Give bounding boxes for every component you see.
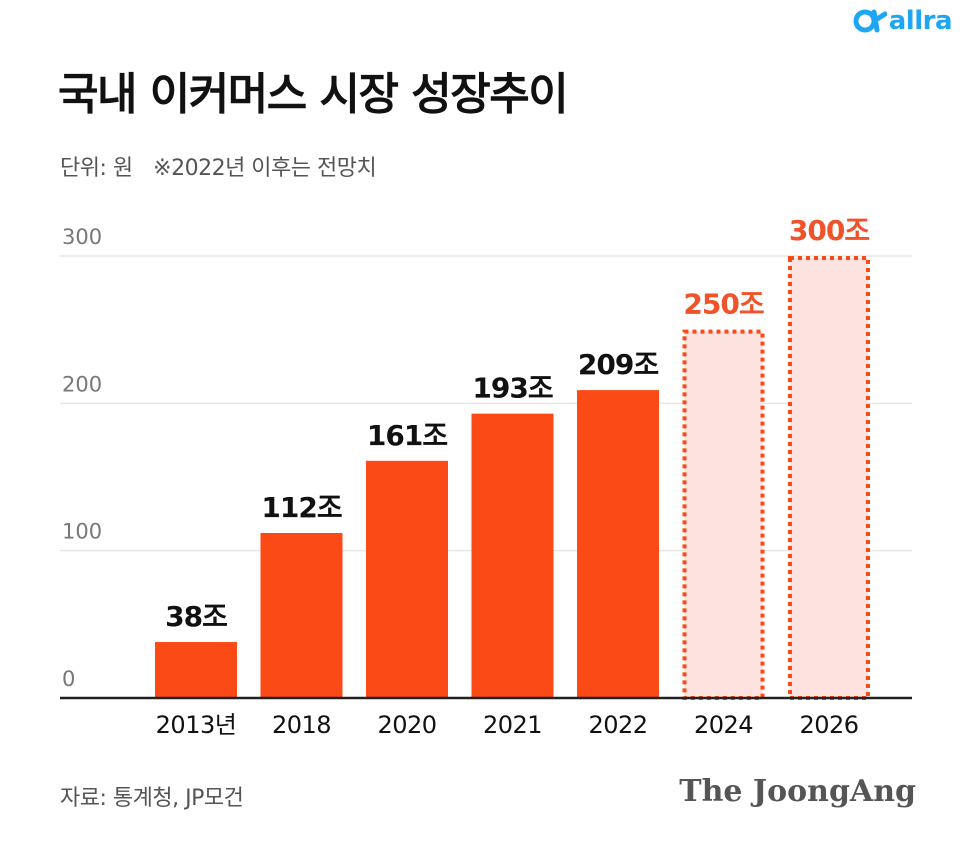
data-label: 193조 bbox=[472, 372, 552, 405]
x-tick-label: 2020 bbox=[377, 711, 436, 739]
bar bbox=[471, 413, 554, 698]
data-label: 161조 bbox=[367, 419, 447, 452]
bar bbox=[577, 390, 659, 698]
x-tick-label: 2021 bbox=[483, 711, 542, 739]
data-label: 300조 bbox=[789, 214, 869, 247]
data-label: 38조 bbox=[165, 600, 227, 633]
x-tick-label: 2024 bbox=[694, 711, 753, 739]
source-text: 자료: 통계청, JP모건 bbox=[60, 786, 244, 811]
bar-projected bbox=[682, 329, 765, 700]
x-tick-label: 2018 bbox=[272, 711, 331, 739]
x-tick-label: 2022 bbox=[588, 711, 647, 739]
bar bbox=[260, 532, 343, 698]
publisher-brand: The JoongAng bbox=[679, 774, 916, 809]
bar bbox=[366, 460, 448, 698]
allra-logo-text: allra bbox=[888, 6, 953, 36]
y-tick-label: 100 bbox=[62, 520, 102, 544]
x-tick-label: 2026 bbox=[799, 711, 858, 739]
allra-logo-icon bbox=[853, 9, 887, 33]
forecast-note: ※2022년 이후는 전망치 bbox=[153, 156, 377, 181]
unit-label: 단위: 원 bbox=[60, 156, 133, 181]
chart-title: 국내 이커머스 시장 성장추이 bbox=[58, 69, 569, 120]
bar-projected bbox=[788, 256, 870, 700]
x-tick-label: 2013년 bbox=[156, 711, 237, 739]
allra-logo: allra bbox=[853, 6, 953, 36]
data-label: 112조 bbox=[261, 491, 341, 524]
y-tick-label: 300 bbox=[62, 225, 102, 249]
y-tick-label: 0 bbox=[62, 667, 75, 691]
data-label: 250조 bbox=[683, 288, 763, 321]
bar bbox=[155, 642, 237, 698]
y-tick-label: 200 bbox=[62, 372, 102, 396]
chart-subtitle: 단위: 원 ※2022년 이후는 전망치 bbox=[60, 150, 377, 182]
data-label: 209조 bbox=[578, 348, 658, 381]
